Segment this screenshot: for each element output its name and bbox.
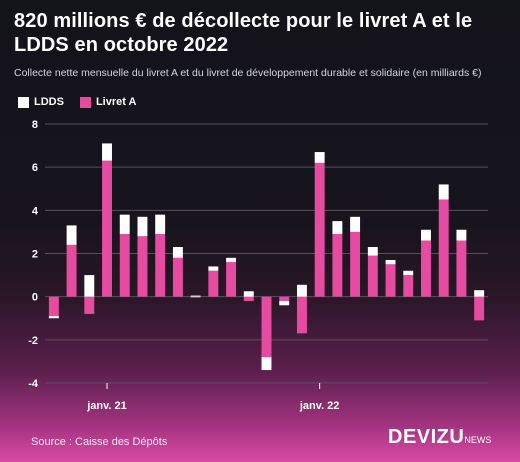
bar-ldds — [119, 214, 130, 235]
bar-ldds — [261, 357, 272, 371]
bar-ldds — [279, 300, 290, 306]
brand-suffix: NEWS — [464, 435, 492, 445]
bar-ldds — [208, 266, 219, 271]
chart-legend: LDDS Livret A — [18, 96, 137, 108]
chart-title: 820 millions € de décollecte pour le liv… — [14, 10, 473, 56]
bar-ldds — [243, 291, 254, 297]
legend-item-livret-a: Livret A — [79, 96, 137, 108]
bar-ldds — [226, 257, 237, 263]
brand-logo: DEVIZUNEWS — [388, 426, 491, 449]
y-tick-label: 8 — [32, 119, 38, 131]
legend-label-ldds: LDDS — [34, 96, 64, 108]
bar-ldds — [474, 290, 485, 297]
bar-ldds — [296, 284, 307, 297]
bar-livret-a — [332, 234, 343, 297]
bar-ldds — [385, 259, 396, 265]
bar-livret-a — [208, 270, 219, 297]
bar-ldds — [190, 295, 201, 297]
x-tick-label: janv. 22 — [299, 400, 340, 412]
bar-ldds — [438, 184, 449, 200]
bar-ldds — [456, 229, 467, 241]
bar-ldds — [137, 216, 148, 237]
bar-livret-a — [385, 264, 396, 297]
bar-livret-a — [314, 162, 325, 297]
bar-ldds — [48, 316, 59, 319]
chart-subtitle: Collecte nette mensuelle du livret A et … — [14, 67, 482, 79]
bar-livret-a — [226, 262, 237, 297]
y-tick-label: -2 — [28, 335, 38, 347]
bar-livret-a — [48, 296, 59, 317]
bar-livret-a — [403, 275, 414, 297]
y-tick-label: -4 — [28, 378, 39, 390]
bar-ldds — [66, 225, 77, 245]
legend-label-livret-a: Livret A — [95, 96, 137, 108]
bar-ldds — [332, 221, 343, 235]
y-tick-label: 0 — [32, 292, 38, 304]
bar-ldds — [102, 143, 112, 161]
bar-livret-a — [137, 236, 148, 297]
bar-ldds — [155, 214, 166, 235]
bar-livret-a — [438, 199, 449, 297]
x-tick-label: janv. 21 — [86, 400, 127, 412]
y-tick-label: 6 — [32, 162, 38, 174]
bar-ldds — [403, 270, 414, 276]
bar-livret-a — [243, 296, 254, 301]
bar-livret-a — [261, 296, 272, 358]
y-tick-label: 4 — [32, 205, 39, 217]
bar-ldds — [367, 247, 378, 256]
bar-ldds — [314, 152, 325, 163]
bar-ldds — [172, 247, 183, 258]
bar-ldds — [84, 275, 95, 297]
bar-ldds — [421, 229, 431, 241]
bar-livret-a — [421, 240, 431, 297]
bar-livret-a — [155, 234, 166, 297]
bar-livret-a — [172, 257, 183, 297]
y-tick-label: 2 — [32, 249, 38, 261]
legend-swatch-livret-a — [79, 96, 91, 108]
bar-livret-a — [84, 296, 95, 314]
brand-main: DEVIZU — [388, 426, 465, 448]
legend-item-ldds: LDDS — [18, 96, 64, 108]
bar-ldds — [350, 216, 361, 232]
bar-livret-a — [66, 244, 77, 297]
legend-swatch-ldds — [18, 96, 29, 108]
bar-livret-a — [474, 296, 485, 321]
bar-livret-a — [456, 240, 467, 297]
bar-livret-a — [350, 231, 361, 297]
bar-livret-a — [102, 160, 112, 297]
bar-livret-a — [296, 296, 307, 334]
bar-livret-a — [279, 296, 290, 301]
bar-livret-a — [119, 234, 130, 297]
bar-livret-a — [367, 255, 378, 297]
bar-livret-a — [190, 296, 201, 298]
source-note: Source : Caisse des Dépôts — [31, 436, 168, 448]
